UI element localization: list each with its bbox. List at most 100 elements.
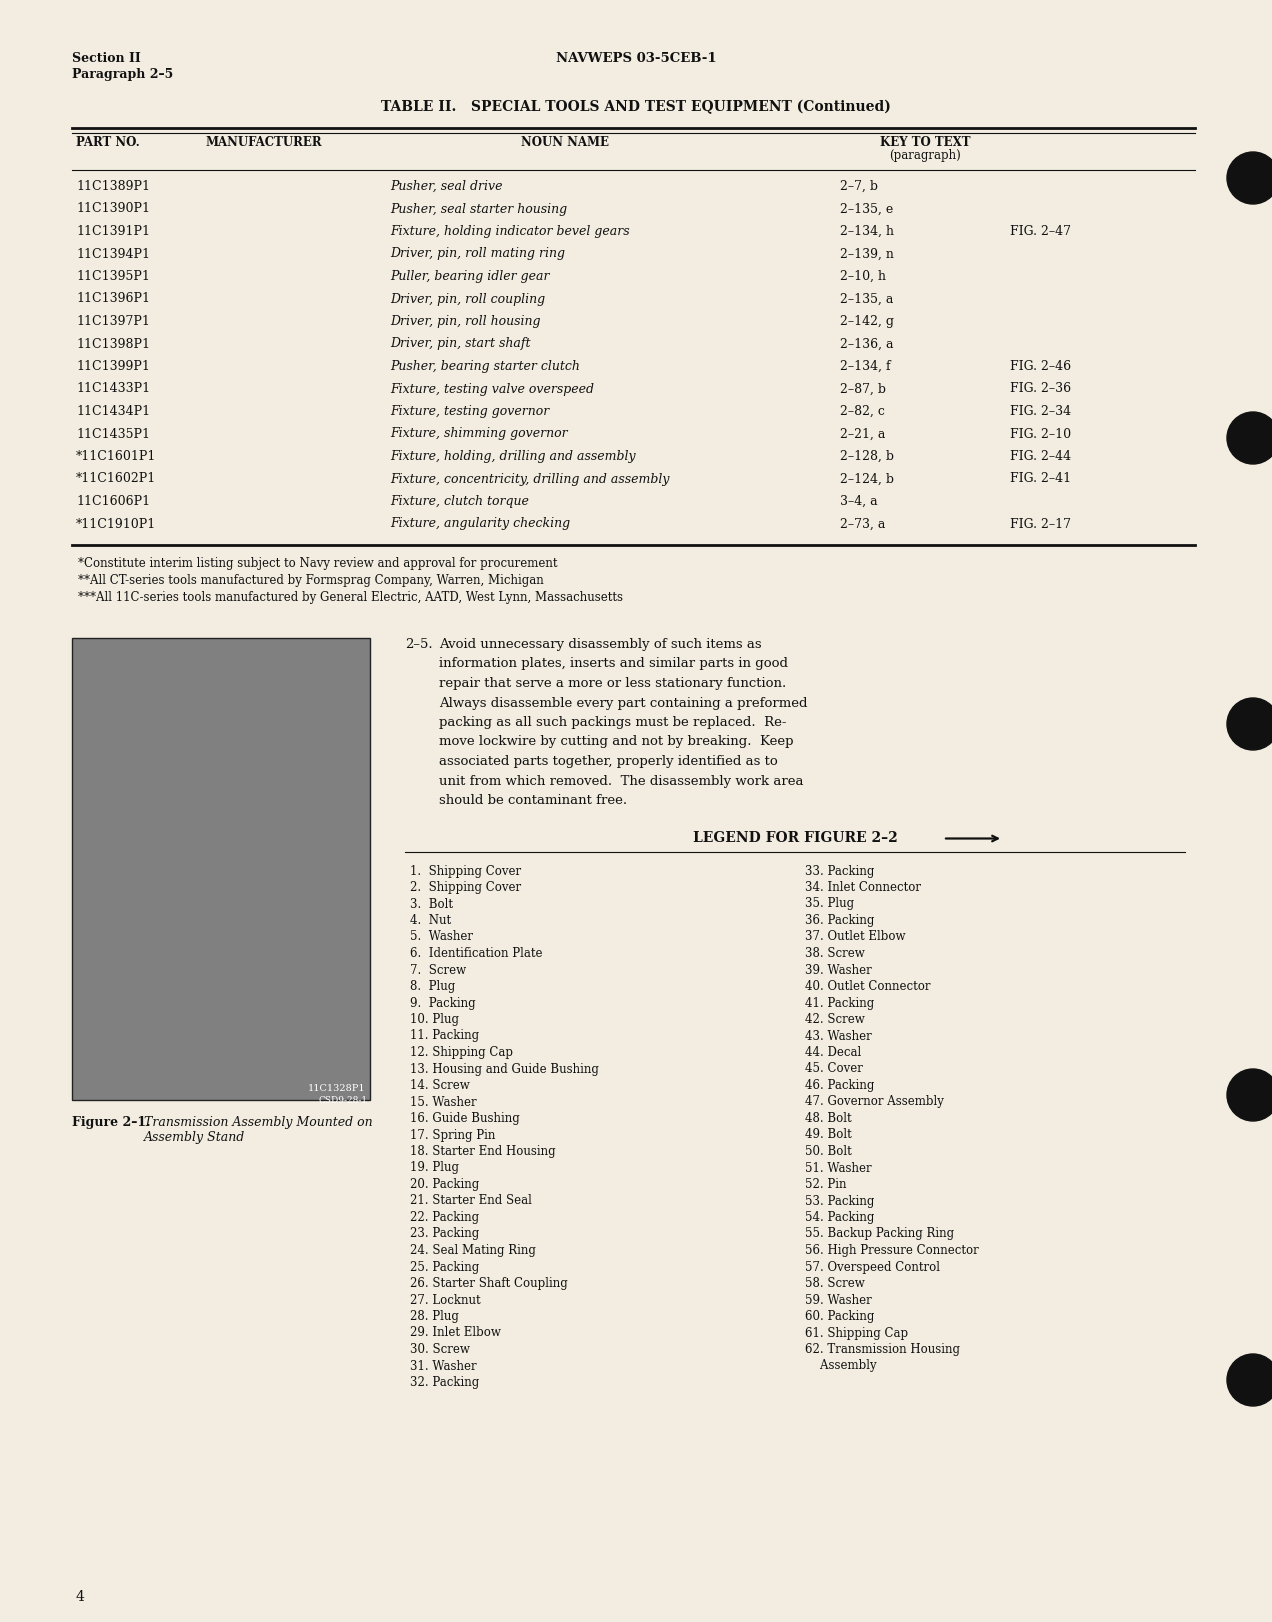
Text: 25. Packing: 25. Packing — [410, 1260, 480, 1273]
Bar — [73, 637, 370, 1100]
Text: 2–73, a: 2–73, a — [840, 517, 885, 530]
Text: Figure 2–1.: Figure 2–1. — [73, 1116, 150, 1129]
Text: 2–82, c: 2–82, c — [840, 406, 885, 418]
Text: Avoid unnecessary disassembly of such items as: Avoid unnecessary disassembly of such it… — [439, 637, 762, 650]
Text: NOUN NAME: NOUN NAME — [522, 136, 609, 149]
Text: Fixture, shimming governor: Fixture, shimming governor — [391, 428, 567, 441]
Text: 11C1399P1: 11C1399P1 — [76, 360, 150, 373]
Text: 47. Governor Assembly: 47. Governor Assembly — [805, 1095, 944, 1108]
Text: 30. Screw: 30. Screw — [410, 1343, 469, 1356]
Text: 40. Outlet Connector: 40. Outlet Connector — [805, 980, 931, 993]
Text: **All CT-series tools manufactured by Formsprag Company, Warren, Michigan: **All CT-series tools manufactured by Fo… — [78, 574, 543, 587]
Text: Paragraph 2–5: Paragraph 2–5 — [73, 68, 173, 81]
Text: repair that serve a more or less stationary function.: repair that serve a more or less station… — [439, 676, 786, 689]
Text: 24. Seal Mating Ring: 24. Seal Mating Ring — [410, 1244, 536, 1257]
Text: Assembly: Assembly — [805, 1359, 876, 1372]
Text: 2–134, h: 2–134, h — [840, 225, 894, 238]
Text: Driver, pin, roll mating ring: Driver, pin, roll mating ring — [391, 248, 565, 261]
Text: TABLE II.   SPECIAL TOOLS AND TEST EQUIPMENT (Continued): TABLE II. SPECIAL TOOLS AND TEST EQUIPME… — [382, 101, 890, 114]
Text: Fixture, concentricity, drilling and assembly: Fixture, concentricity, drilling and ass… — [391, 472, 669, 485]
Text: 46. Packing: 46. Packing — [805, 1079, 874, 1092]
Circle shape — [1227, 152, 1272, 204]
Text: LEGEND FOR FIGURE 2–2: LEGEND FOR FIGURE 2–2 — [693, 832, 897, 845]
Text: Driver, pin, start shaft: Driver, pin, start shaft — [391, 337, 530, 350]
Text: Pusher, bearing starter clutch: Pusher, bearing starter clutch — [391, 360, 580, 373]
Text: 2–10, h: 2–10, h — [840, 269, 887, 282]
Text: (paragraph): (paragraph) — [889, 149, 960, 162]
Text: 1.  Shipping Cover: 1. Shipping Cover — [410, 865, 522, 878]
Text: 2–5.: 2–5. — [404, 637, 432, 650]
Text: 2–7, b: 2–7, b — [840, 180, 878, 193]
Text: 3.  Bolt: 3. Bolt — [410, 897, 453, 910]
Text: 33. Packing: 33. Packing — [805, 865, 874, 878]
Text: *11C1602P1: *11C1602P1 — [76, 472, 156, 485]
Text: Driver, pin, roll housing: Driver, pin, roll housing — [391, 315, 541, 328]
Text: unit from which removed.  The disassembly work area: unit from which removed. The disassembly… — [439, 774, 804, 788]
Circle shape — [1227, 1069, 1272, 1121]
Text: 56. High Pressure Connector: 56. High Pressure Connector — [805, 1244, 978, 1257]
Text: 11C1434P1: 11C1434P1 — [76, 406, 150, 418]
Text: 11C1435P1: 11C1435P1 — [76, 428, 150, 441]
Text: 45. Cover: 45. Cover — [805, 1062, 862, 1075]
Text: should be contaminant free.: should be contaminant free. — [439, 795, 627, 808]
Text: 10. Plug: 10. Plug — [410, 1014, 459, 1027]
Text: 7.  Screw: 7. Screw — [410, 963, 466, 976]
Text: Section II: Section II — [73, 52, 141, 65]
Text: 16. Guide Bushing: 16. Guide Bushing — [410, 1113, 520, 1126]
Text: FIG. 2–17: FIG. 2–17 — [1010, 517, 1071, 530]
Text: 9.  Packing: 9. Packing — [410, 996, 476, 1009]
Text: 57. Overspeed Control: 57. Overspeed Control — [805, 1260, 940, 1273]
Text: *Constitute interim listing subject to Navy review and approval for procurement: *Constitute interim listing subject to N… — [78, 556, 557, 569]
Text: Transmission Assembly Mounted on: Transmission Assembly Mounted on — [144, 1116, 373, 1129]
Text: 15. Washer: 15. Washer — [410, 1095, 477, 1108]
Text: KEY TO TEXT: KEY TO TEXT — [880, 136, 971, 149]
Text: Fixture, clutch torque: Fixture, clutch torque — [391, 495, 529, 508]
Text: 52. Pin: 52. Pin — [805, 1178, 846, 1191]
Text: 2–135, e: 2–135, e — [840, 203, 893, 216]
Text: 36. Packing: 36. Packing — [805, 915, 874, 928]
Text: FIG. 2–44: FIG. 2–44 — [1010, 449, 1071, 462]
Text: 51. Washer: 51. Washer — [805, 1161, 871, 1174]
Circle shape — [1227, 1354, 1272, 1406]
Text: 44. Decal: 44. Decal — [805, 1046, 861, 1059]
Circle shape — [1227, 412, 1272, 464]
Text: 17. Spring Pin: 17. Spring Pin — [410, 1129, 495, 1142]
Text: 4: 4 — [76, 1590, 85, 1604]
Text: 38. Screw: 38. Screw — [805, 947, 865, 960]
Text: FIG. 2–41: FIG. 2–41 — [1010, 472, 1071, 485]
Text: 48. Bolt: 48. Bolt — [805, 1113, 852, 1126]
Text: 2–128, b: 2–128, b — [840, 449, 894, 462]
Text: move lockwire by cutting and not by breaking.  Keep: move lockwire by cutting and not by brea… — [439, 735, 794, 748]
Text: Driver, pin, roll coupling: Driver, pin, roll coupling — [391, 292, 546, 305]
Text: 2–142, g: 2–142, g — [840, 315, 894, 328]
Text: 2.  Shipping Cover: 2. Shipping Cover — [410, 881, 522, 894]
Text: 37. Outlet Elbow: 37. Outlet Elbow — [805, 931, 906, 944]
Text: 50. Bolt: 50. Bolt — [805, 1145, 852, 1158]
Text: MANUFACTURER: MANUFACTURER — [205, 136, 322, 149]
Text: 13. Housing and Guide Bushing: 13. Housing and Guide Bushing — [410, 1062, 599, 1075]
Text: 2–135, a: 2–135, a — [840, 292, 893, 305]
Text: FIG. 2–36: FIG. 2–36 — [1010, 383, 1071, 396]
Text: 21. Starter End Seal: 21. Starter End Seal — [410, 1194, 532, 1207]
Text: 11C1390P1: 11C1390P1 — [76, 203, 150, 216]
Text: 8.  Plug: 8. Plug — [410, 980, 455, 993]
Text: 11C1398P1: 11C1398P1 — [76, 337, 150, 350]
Text: 6.  Identification Plate: 6. Identification Plate — [410, 947, 542, 960]
Text: information plates, inserts and similar parts in good: information plates, inserts and similar … — [439, 657, 787, 670]
Text: Fixture, testing valve overspeed: Fixture, testing valve overspeed — [391, 383, 594, 396]
Text: 2–136, a: 2–136, a — [840, 337, 893, 350]
Text: 60. Packing: 60. Packing — [805, 1311, 874, 1324]
Text: Pusher, seal drive: Pusher, seal drive — [391, 180, 502, 193]
Text: associated parts together, properly identified as to: associated parts together, properly iden… — [439, 754, 777, 767]
Text: 11C1389P1: 11C1389P1 — [76, 180, 150, 193]
Text: 62. Transmission Housing: 62. Transmission Housing — [805, 1343, 960, 1356]
Text: Assembly Stand: Assembly Stand — [144, 1131, 245, 1144]
Text: 54. Packing: 54. Packing — [805, 1212, 874, 1225]
Text: packing as all such packings must be replaced.  Re-: packing as all such packings must be rep… — [439, 715, 786, 728]
Text: 22. Packing: 22. Packing — [410, 1212, 480, 1225]
Text: 11C1394P1: 11C1394P1 — [76, 248, 150, 261]
Text: 59. Washer: 59. Washer — [805, 1293, 871, 1306]
Text: 14. Screw: 14. Screw — [410, 1079, 469, 1092]
Text: 12. Shipping Cap: 12. Shipping Cap — [410, 1046, 513, 1059]
Text: FIG. 2–34: FIG. 2–34 — [1010, 406, 1071, 418]
